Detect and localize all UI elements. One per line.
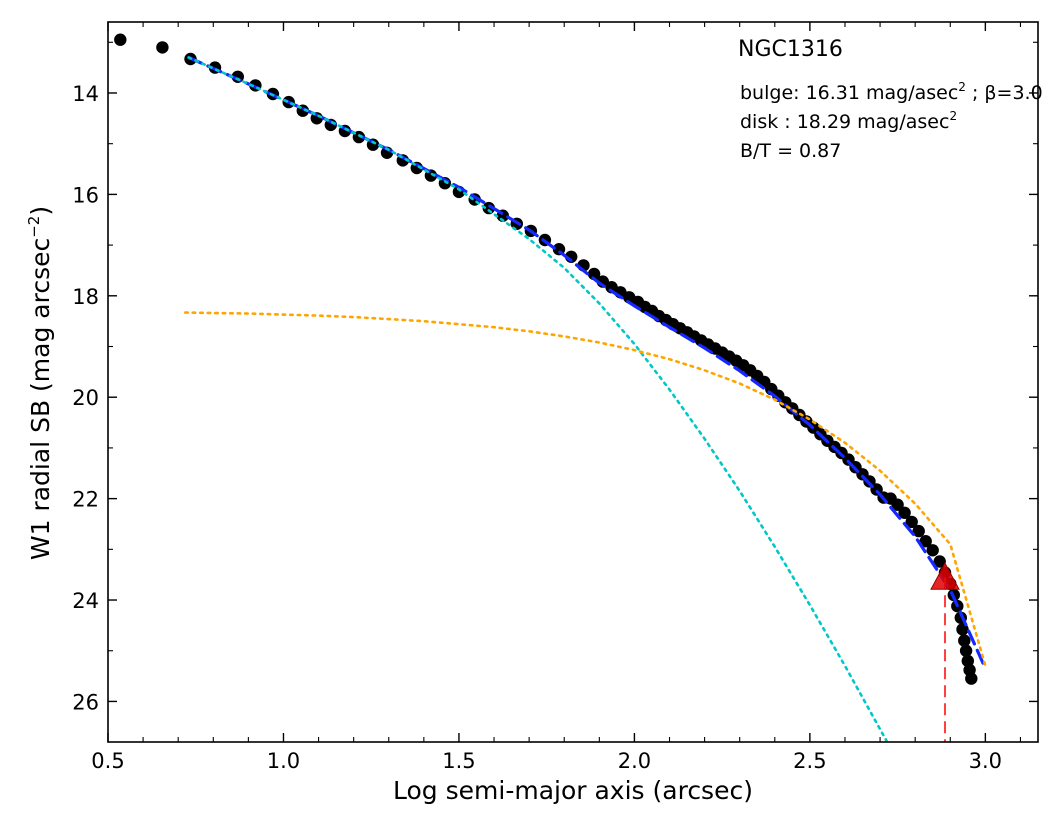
- disk-annotation: disk : 18.29 mag/asec2: [740, 109, 957, 133]
- y-tick-label: 18: [72, 285, 99, 309]
- data-point: [587, 267, 601, 281]
- y-tick-label: 26: [72, 690, 99, 714]
- data-point: [912, 524, 925, 538]
- y-tick-label: 20: [72, 386, 99, 410]
- plot-area: [114, 33, 987, 742]
- data-point: [958, 634, 971, 647]
- data-point: [352, 130, 366, 144]
- model-curve-disk: [183, 311, 987, 668]
- marker-triangle: [930, 562, 960, 590]
- x-tick-label: 3.0: [969, 749, 1002, 773]
- bt-annotation: B/T = 0.87: [740, 140, 841, 162]
- data-point: [891, 498, 904, 511]
- x-tick-label: 0.5: [91, 749, 124, 773]
- x-axis-title: Log semi-major axis (arcsec): [393, 776, 753, 805]
- y-tick-label: 14: [72, 82, 99, 106]
- y-tick-label: 16: [72, 183, 99, 207]
- data-point: [156, 41, 169, 54]
- data-point: [919, 535, 932, 548]
- model-curve-total-model: [187, 55, 987, 671]
- data-point: [114, 33, 127, 46]
- y-axis-title: W1 radial SB (mag arcsec−2): [25, 206, 55, 560]
- x-tick-label: 1.0: [267, 749, 300, 773]
- x-tick-label: 2.5: [793, 749, 826, 773]
- axis-ticks: 0.5 1.0 1.5 2.0 2.5 3.0 14 16 18 20 22 24 26: [72, 22, 1038, 773]
- data-point: [959, 644, 973, 657]
- data-point: [898, 506, 911, 519]
- data-point: [926, 544, 939, 557]
- plot-frame: [107, 21, 1039, 743]
- x-tick-label: 1.5: [442, 749, 475, 773]
- x-tick-label: 2.0: [618, 749, 651, 773]
- y-tick-label: 22: [72, 488, 99, 512]
- y-tick-label: 24: [72, 589, 99, 613]
- bulge-annotation: bulge: 16.31 mag/asec2 ; β=3.0: [740, 80, 1043, 104]
- plot-content: [114, 33, 987, 742]
- data-point: [905, 515, 918, 529]
- data-point: [933, 555, 946, 568]
- galaxy-name: NGC1316: [738, 37, 843, 62]
- model-curve-bulge: [187, 56, 889, 742]
- data-point: [965, 672, 978, 685]
